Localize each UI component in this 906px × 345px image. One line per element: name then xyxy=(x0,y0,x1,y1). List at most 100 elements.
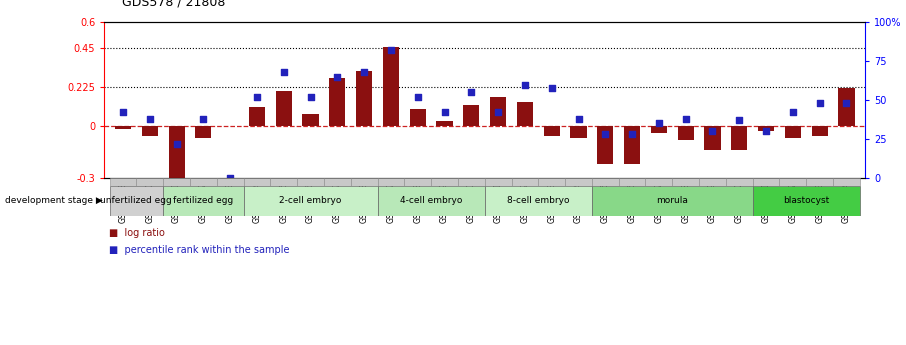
Bar xyxy=(275,91,292,126)
Bar xyxy=(244,178,270,186)
Bar xyxy=(753,178,779,186)
Bar xyxy=(806,178,834,186)
Text: ■  percentile rank within the sample: ■ percentile rank within the sample xyxy=(109,245,289,255)
Bar xyxy=(163,178,190,186)
Text: ■  log ratio: ■ log ratio xyxy=(109,228,165,238)
Bar xyxy=(731,126,747,150)
Point xyxy=(330,74,344,79)
Text: unfertilized egg: unfertilized egg xyxy=(101,196,172,206)
Bar xyxy=(297,178,324,186)
Bar xyxy=(217,178,244,186)
Bar xyxy=(169,126,185,191)
Bar xyxy=(705,126,720,150)
Bar xyxy=(512,178,538,186)
Text: 8-cell embryo: 8-cell embryo xyxy=(507,196,570,206)
Point xyxy=(250,94,265,100)
Text: 2-cell embryo: 2-cell embryo xyxy=(279,196,342,206)
Bar xyxy=(351,178,378,186)
Point xyxy=(545,85,559,90)
FancyBboxPatch shape xyxy=(163,186,244,216)
Bar xyxy=(190,178,217,186)
Bar xyxy=(196,126,211,138)
Point xyxy=(517,82,532,87)
Bar xyxy=(303,114,319,126)
Text: fertilized egg: fertilized egg xyxy=(173,196,234,206)
Point xyxy=(598,131,612,137)
Bar xyxy=(678,126,694,140)
Bar xyxy=(597,126,613,164)
Bar xyxy=(110,178,136,186)
FancyBboxPatch shape xyxy=(378,186,485,216)
Bar xyxy=(431,178,458,186)
Bar xyxy=(383,47,399,126)
Bar xyxy=(624,126,641,164)
Bar xyxy=(672,178,699,186)
Point xyxy=(142,116,157,121)
Bar xyxy=(136,178,163,186)
Bar xyxy=(834,178,860,186)
Point xyxy=(304,94,318,100)
Bar xyxy=(516,102,533,126)
Point xyxy=(839,100,853,106)
Bar xyxy=(329,78,345,126)
Bar xyxy=(812,126,828,136)
Bar xyxy=(324,178,351,186)
Text: GDS578 / 21808: GDS578 / 21808 xyxy=(122,0,226,9)
Bar xyxy=(485,178,512,186)
Bar xyxy=(458,178,485,186)
Bar xyxy=(437,121,453,126)
Point xyxy=(572,116,586,121)
Point xyxy=(786,110,800,115)
Text: blastocyst: blastocyst xyxy=(783,196,829,206)
FancyBboxPatch shape xyxy=(244,186,378,216)
Bar xyxy=(404,178,431,186)
FancyBboxPatch shape xyxy=(592,186,753,216)
Bar xyxy=(592,178,619,186)
Bar xyxy=(490,97,506,126)
FancyBboxPatch shape xyxy=(485,186,592,216)
Bar xyxy=(779,178,806,186)
Bar xyxy=(726,178,753,186)
Bar xyxy=(758,126,774,131)
Point xyxy=(223,175,237,180)
Point xyxy=(732,117,747,123)
Point xyxy=(625,131,640,137)
Point xyxy=(491,110,506,115)
Bar xyxy=(838,88,854,126)
Bar xyxy=(571,126,586,138)
FancyBboxPatch shape xyxy=(753,186,860,216)
Bar xyxy=(270,178,297,186)
Bar xyxy=(544,126,560,136)
Bar xyxy=(619,178,645,186)
Point xyxy=(705,128,719,134)
Point xyxy=(276,69,291,75)
Bar xyxy=(410,109,426,126)
Bar xyxy=(645,178,672,186)
Point xyxy=(357,69,371,75)
Bar xyxy=(249,107,265,126)
Point xyxy=(464,89,478,95)
Text: 4-cell embryo: 4-cell embryo xyxy=(400,196,462,206)
Bar xyxy=(356,71,372,126)
Bar xyxy=(785,126,801,138)
Point xyxy=(116,110,130,115)
Bar xyxy=(115,126,131,129)
Bar xyxy=(699,178,726,186)
Bar xyxy=(463,105,479,126)
Bar xyxy=(378,178,404,186)
Point xyxy=(383,48,398,53)
Bar xyxy=(651,126,667,133)
Point xyxy=(679,116,693,121)
Point xyxy=(813,100,827,106)
Point xyxy=(438,110,452,115)
Bar xyxy=(141,126,158,136)
Bar xyxy=(565,178,592,186)
Bar xyxy=(538,178,565,186)
Text: morula: morula xyxy=(656,196,689,206)
Point xyxy=(410,94,425,100)
FancyBboxPatch shape xyxy=(110,186,163,216)
Point xyxy=(759,128,774,134)
Point xyxy=(651,121,666,126)
Point xyxy=(169,141,184,146)
Text: development stage ▶: development stage ▶ xyxy=(5,196,102,206)
